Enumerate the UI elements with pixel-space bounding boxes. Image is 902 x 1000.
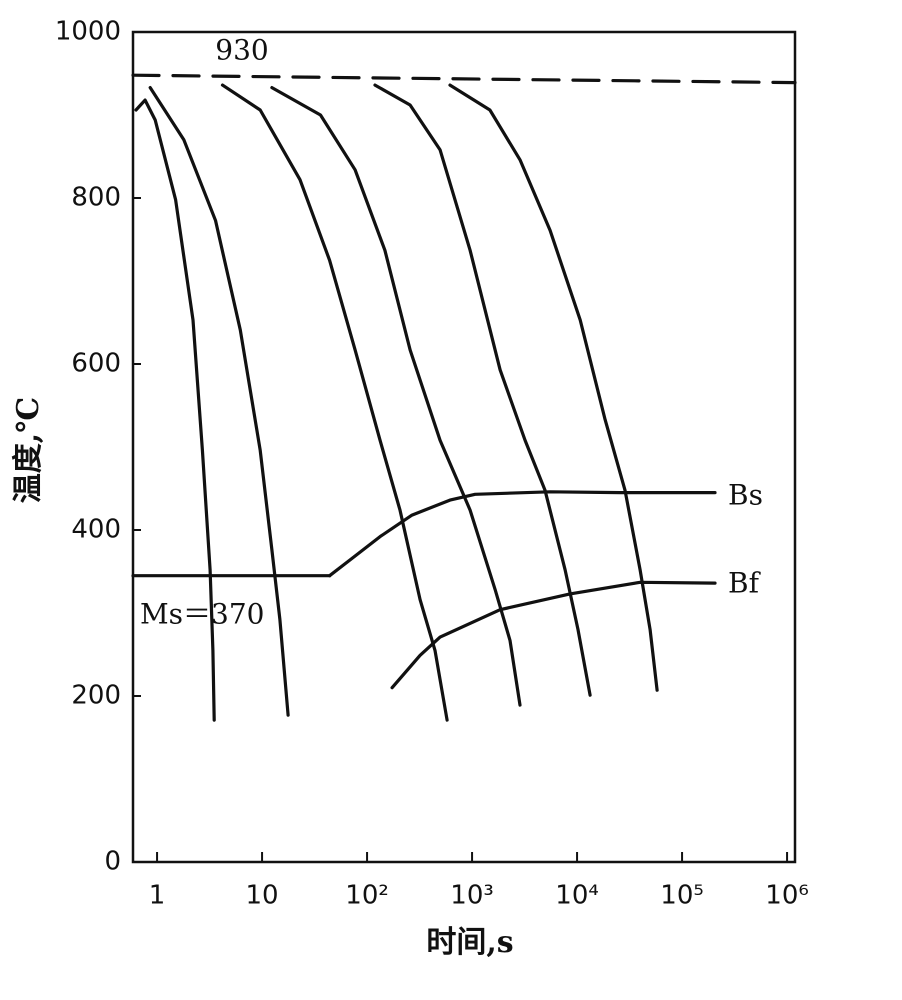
annotation: Ms＝370	[140, 598, 264, 631]
x-axis-label: 时间,s	[426, 925, 513, 960]
annotation: Bf	[728, 567, 762, 600]
x-tick-label: 10⁶	[765, 881, 809, 911]
cooling-curve	[328, 490, 717, 578]
x-tick-label: 10	[246, 881, 279, 911]
y-tick-label: 800	[71, 183, 121, 213]
annotation: Bs	[728, 479, 763, 512]
cooling-curve	[134, 98, 216, 722]
x-tick-label: 10³	[450, 881, 494, 911]
x-tick-label: 10⁴	[555, 881, 599, 911]
y-tick-label: 200	[71, 681, 121, 711]
plot-frame	[131, 30, 797, 864]
y-tick-label: 600	[71, 349, 121, 379]
cooling-curve	[373, 83, 592, 697]
x-tick-label: 10⁵	[660, 881, 704, 911]
x-tick-label: 1	[149, 881, 166, 911]
cooling-curve	[148, 86, 290, 717]
y-tick-label: 400	[71, 515, 121, 545]
y-axis-label: 温度,℃	[11, 397, 46, 503]
annotation: 930	[215, 34, 268, 67]
cooling-curve	[390, 580, 717, 690]
cooling-curve	[220, 83, 449, 722]
dashed-line	[131, 73, 797, 85]
cooling-curve	[448, 83, 659, 692]
y-tick-label: 0	[104, 847, 121, 877]
y-tick-label: 1000	[55, 17, 121, 47]
x-tick-label: 10²	[345, 881, 389, 911]
cooling-curve	[270, 86, 522, 707]
